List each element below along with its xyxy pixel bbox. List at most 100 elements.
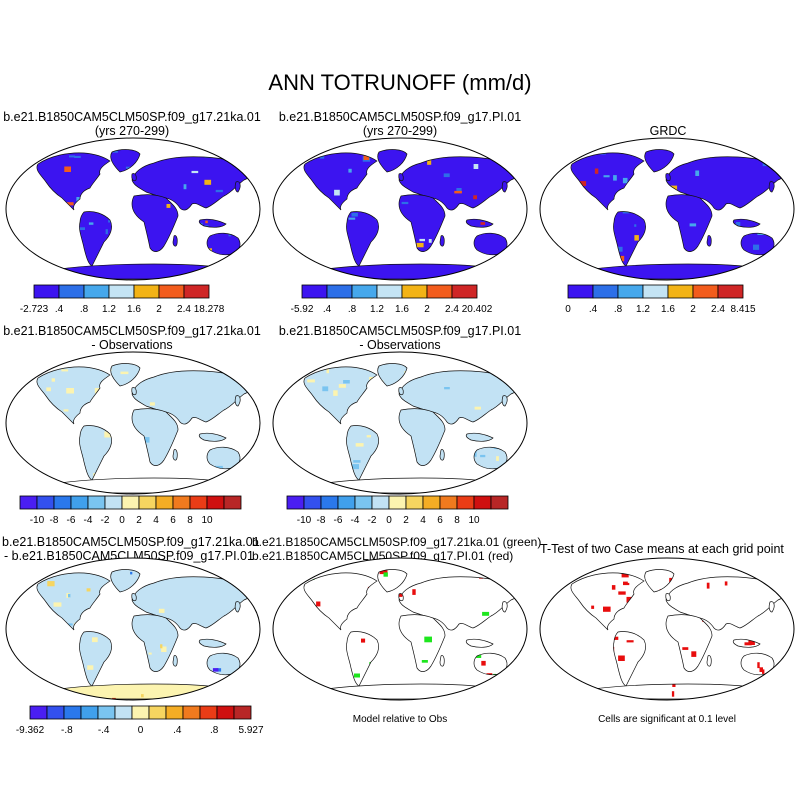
- grid-cell: [494, 490, 499, 494]
- grid-cell: [273, 385, 278, 391]
- grid-cell: [538, 147, 544, 153]
- grid-cell: [214, 280, 218, 282]
- land-japan: [502, 181, 508, 192]
- grid-cell: [238, 256, 243, 260]
- colorbar-box: [83, 284, 110, 299]
- grid-cell: [311, 558, 317, 560]
- grid-cell: [11, 278, 17, 282]
- coastline: [465, 432, 494, 442]
- grid-cell: [274, 391, 279, 393]
- grid-cell: [12, 560, 18, 565]
- colorbar-case1: -2.723.4.8 1.2 1.6 2 2.4 18.278: [20, 284, 225, 319]
- grid-cell: [141, 694, 144, 698]
- grid-cell: [552, 262, 559, 265]
- grid-cell: [513, 354, 518, 358]
- colorbar-box: [121, 495, 140, 510]
- grid-cell: [759, 147, 765, 152]
- grid-cell: [243, 383, 245, 386]
- colorbar-case2: -5.92.4.8 1.2 1.6 2 2.4 20.402: [291, 284, 493, 319]
- land-namerica: [36, 366, 110, 424]
- grid-cell: [24, 156, 31, 159]
- grid-cell: [184, 280, 189, 282]
- grid-cell: [244, 372, 247, 376]
- grid-cell: [362, 279, 367, 282]
- grid-cell: [229, 482, 233, 486]
- grid-cell: [546, 252, 549, 258]
- grid-cell: [500, 371, 505, 375]
- map-panel-casediff: [4, 556, 262, 702]
- grid-cell: [254, 469, 258, 474]
- grid-cell: [226, 691, 230, 695]
- grid-cell: [190, 557, 196, 560]
- grid-cell: [401, 416, 405, 423]
- grid-cell: [343, 380, 350, 384]
- coastline: [110, 149, 141, 173]
- grid-cell: [247, 492, 253, 494]
- land-samerica: [79, 425, 112, 480]
- grid-cell: [235, 258, 240, 261]
- grid-cell: [271, 659, 274, 664]
- grid-cell: [200, 563, 206, 567]
- grid-cell: [248, 168, 254, 172]
- coastline: [303, 152, 378, 211]
- grid-cell: [13, 270, 16, 273]
- grid-cell: [258, 469, 262, 473]
- colorbar-box: [183, 284, 210, 299]
- grid-cell: [43, 558, 50, 561]
- grid-cell: [271, 672, 277, 677]
- colorbar-box: [87, 495, 106, 510]
- grid-cell: [735, 137, 740, 140]
- colorbar-label: 10: [201, 515, 213, 526]
- grid-cell: [466, 356, 472, 360]
- grid-cell: [260, 406, 262, 410]
- grid-cell: [246, 279, 248, 283]
- grid-cell: [252, 487, 254, 489]
- grid-cell: [547, 274, 554, 278]
- grid-cell: [496, 579, 502, 582]
- grid-cell: [254, 257, 262, 259]
- grid-cell: [79, 227, 85, 230]
- grid-cell: [757, 233, 765, 235]
- colorbar-box: [158, 284, 185, 299]
- grid-cell: [277, 390, 284, 393]
- grid-cell: [227, 466, 234, 469]
- colorbar-box: [189, 495, 208, 510]
- panel-title-line: - Observations: [359, 338, 441, 352]
- grid-cell: [482, 611, 490, 616]
- colorbar-label: 20.402: [462, 304, 493, 315]
- grid-cell: [278, 167, 285, 171]
- land-indonesia: [199, 433, 226, 442]
- grid-cell: [219, 148, 222, 154]
- grid-cell: [10, 658, 13, 661]
- grid-cell: [105, 229, 108, 235]
- grid-cell: [231, 372, 236, 377]
- grid-cell: [342, 354, 349, 356]
- grid-cell: [251, 270, 254, 275]
- grid-cell: [289, 491, 296, 496]
- grid-cell: [274, 169, 277, 171]
- grid-cell: [577, 279, 581, 282]
- colorbar-label: 8: [454, 515, 460, 526]
- grid-cell: [482, 140, 487, 144]
- grid-cell: [740, 274, 744, 278]
- grid-cell: [257, 258, 262, 261]
- grid-cell: [234, 158, 236, 163]
- panel-title-ttest: T-Test of two Case means at each grid po…: [540, 542, 800, 556]
- land-samerica: [346, 211, 379, 266]
- grid-cell: [788, 160, 792, 166]
- grid-cell: [7, 654, 14, 657]
- grid-cell: [770, 254, 775, 258]
- grid-cell: [351, 212, 358, 217]
- grid-cell: [274, 183, 278, 187]
- grid-cell: [358, 281, 361, 283]
- map-panel-closest: [271, 556, 529, 702]
- grid-cell: [369, 376, 374, 380]
- grid-cell: [771, 144, 775, 150]
- grid-cell: [543, 248, 549, 252]
- grid-cell: [193, 136, 197, 139]
- colorbar-label: 2: [403, 515, 409, 526]
- grid-cell: [19, 146, 22, 149]
- grid-cell: [246, 474, 252, 479]
- grid-cell: [63, 490, 68, 493]
- grid-cell: [526, 452, 529, 457]
